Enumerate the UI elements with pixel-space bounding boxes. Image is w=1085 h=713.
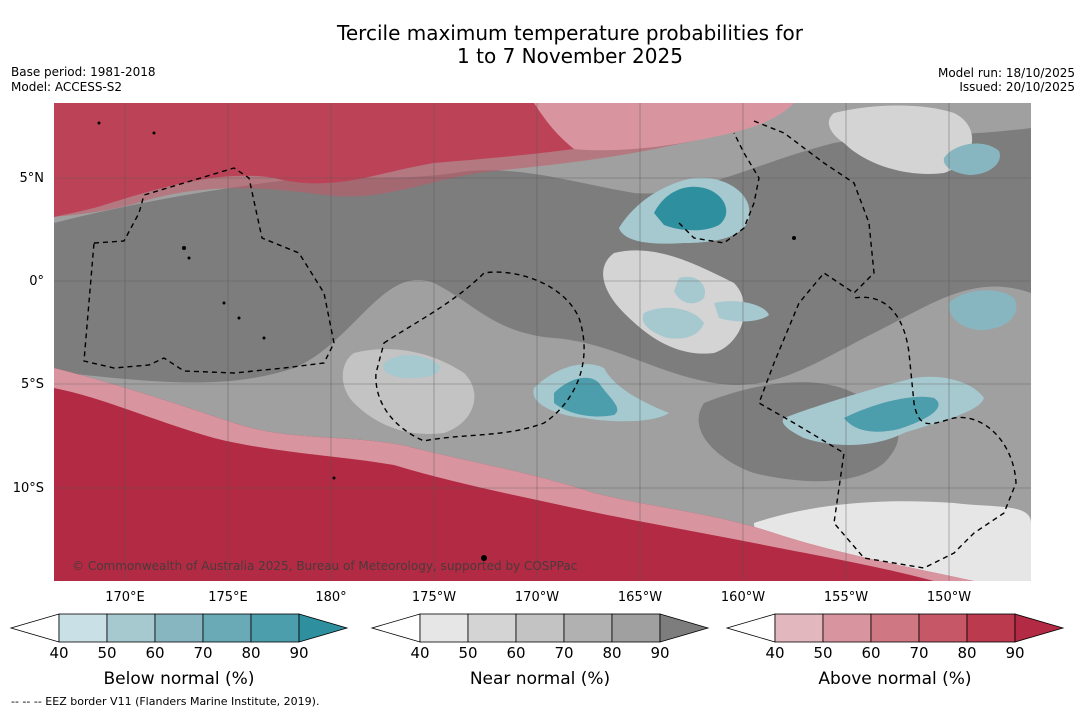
below-normal-patch [714,301,769,322]
below-normal-patch [642,307,704,339]
model-run: Model run: 18/10/2025 [937,66,1075,80]
near-normal-title: Near normal (%) [469,669,611,689]
map-title-line2: 1 to 7 November 2025 [457,44,683,68]
cb-near-tick: 70 [554,644,574,662]
gridlines [54,103,1031,581]
below-normal-patch [383,354,440,379]
cb-near-tick: 50 [458,644,478,662]
islands [97,121,796,561]
eez-borders [83,120,1017,569]
lat-label-5n: 5°N [19,171,45,186]
probability-map: © Commonwealth of Australia 2025, Bureau… [54,103,1031,581]
below-normal-patch-core [654,186,727,231]
cb-near-seg-5 [611,613,661,643]
near-normal-light-patch [828,105,973,174]
cb-above-seg-3 [870,613,920,643]
map-title-line1: Tercile maximum temperature probabilitie… [337,21,803,45]
below-normal-patch-core [844,396,939,432]
lon-label-170e: 170°E [105,590,145,605]
cb-near-tick: 80 [602,644,622,662]
above-normal-north-fringe [534,103,794,151]
lat-label-5s: 5°S [20,377,44,392]
cb-below-tick: 50 [97,644,117,662]
cb-above-seg-5 [966,613,1016,643]
probability-map-svg [54,103,1031,581]
below-normal-title: Below normal (%) [103,669,255,689]
near-normal-light-patch [603,250,745,354]
cb-above-seg-0 [725,613,776,643]
cb-above-tick: 60 [861,644,881,662]
below-normal-patch [948,290,1017,331]
base-period: Base period: 1981-2018 [11,65,156,79]
below-normal-patch [943,143,1000,175]
issued-date: Issued: 20/10/2025 [959,80,1075,94]
lon-label-165w: 165°W [617,590,663,605]
cb-below-seg-1 [58,613,108,643]
cb-below-tick: 60 [145,644,165,662]
cb-above-tick: 70 [909,644,929,662]
lon-label-155w: 155°W [823,590,869,605]
above-normal-title: Above normal (%) [818,669,972,689]
colorbar-above-normal [725,613,1065,643]
cb-near-seg-0 [370,613,421,643]
cb-below-seg-5 [250,613,300,643]
model-name: Model: ACCESS-S2 [11,80,123,94]
cb-above-seg-2 [822,613,872,643]
cb-near-seg-4 [563,613,613,643]
colorbars [9,613,1065,643]
cb-below-seg-3 [154,613,204,643]
lat-label-0: 0° [29,274,44,289]
below-normal-patch-core [554,377,618,417]
cb-above-seg-6 [1014,613,1065,643]
cb-below-tick: 40 [49,644,69,662]
near-normal-light-patch [342,349,475,434]
near-normal-dark-band [54,128,1031,385]
cb-near-tick: 90 [650,644,670,662]
colorbar-below-normal [9,613,349,643]
cb-above-seg-1 [774,613,824,643]
cb-below-tick: 80 [241,644,261,662]
cb-below-seg-6 [298,613,349,643]
cb-above-seg-4 [918,613,968,643]
cb-below-tick: 70 [193,644,213,662]
lon-label-180: 180° [315,590,347,605]
colorbar-near-normal [370,613,710,643]
cb-near-seg-3 [515,613,565,643]
cb-above-tick: 40 [765,644,785,662]
cb-above-tick: 80 [957,644,977,662]
cb-near-tick: 60 [506,644,526,662]
cb-near-tick: 40 [410,644,430,662]
above-normal-south-fringe [54,368,974,581]
lon-label-160w: 160°W [720,590,766,605]
cb-below-seg-4 [202,613,252,643]
cb-below-seg-0 [9,613,60,643]
cb-near-seg-6 [659,613,710,643]
below-normal-patch [674,276,705,304]
cb-below-tick: 90 [289,644,309,662]
cb-above-tick: 50 [813,644,833,662]
cb-near-seg-2 [467,613,517,643]
cb-above-tick: 90 [1005,644,1025,662]
lon-label-150w: 150°W [926,590,972,605]
lon-label-175w: 175°W [411,590,457,605]
copyright-notice: © Commonwealth of Australia 2025, Bureau… [72,559,578,573]
cb-below-seg-2 [106,613,156,643]
cb-near-seg-1 [419,613,469,643]
lon-label-170w: 170°W [514,590,560,605]
eez-footnote: -- -- -- EEZ border V11 (Flanders Marine… [11,695,320,708]
lat-label-10s: 10°S [12,481,44,496]
lon-label-175e: 175°E [208,590,248,605]
